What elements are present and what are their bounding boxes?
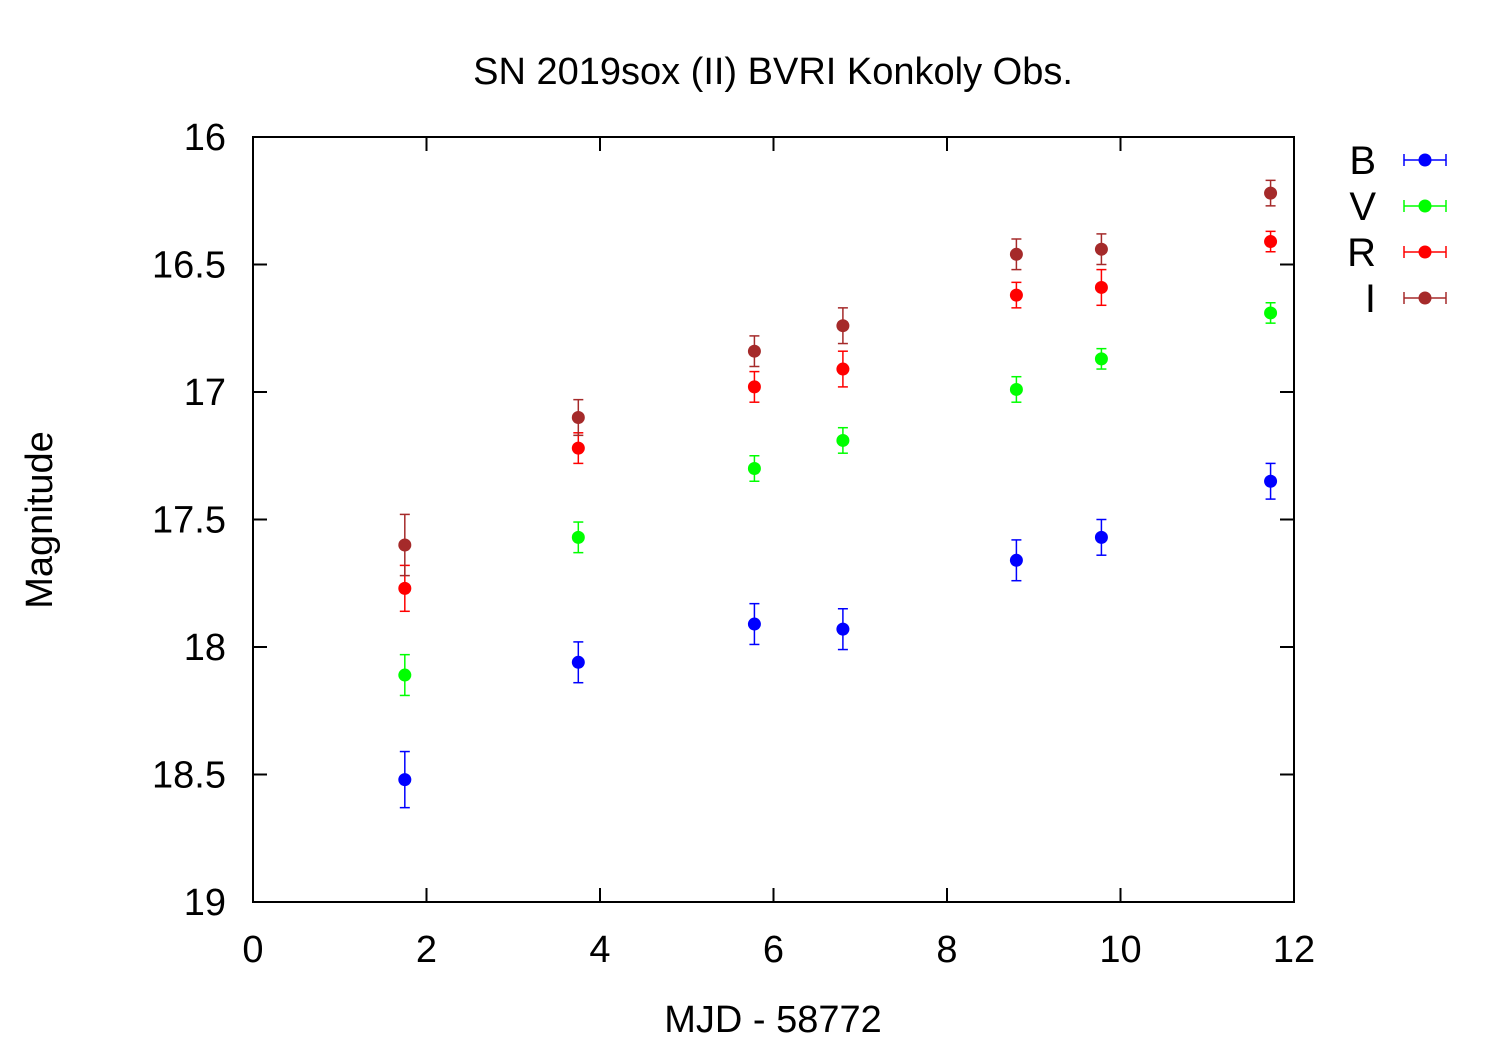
data-point (747, 462, 761, 475)
data-point (1094, 352, 1108, 366)
data-point (571, 655, 585, 669)
x-tick-label: 0 (242, 929, 263, 971)
x-tick-label: 6 (763, 929, 784, 971)
data-point (1009, 382, 1023, 396)
data-point (1264, 235, 1278, 249)
legend-label: R (1347, 231, 1376, 275)
data-point (836, 362, 850, 376)
data-point (398, 668, 412, 682)
x-tick-label: 8 (936, 929, 957, 971)
plot-axes: 0 2 4 6 8 10 12 16 16.5 17 17.5 18 18.5 19 (152, 117, 1315, 971)
legend-marker (1418, 153, 1432, 167)
data-point (836, 433, 850, 447)
y-tick-label: 17.5 (152, 500, 226, 542)
data-point (1264, 186, 1278, 200)
y-axis-label: Magnitude (19, 431, 61, 608)
data-point (747, 617, 761, 631)
series-R (398, 230, 1278, 613)
y-tick-label: 18.5 (152, 755, 226, 797)
data-point (1264, 306, 1278, 320)
data-point (1009, 288, 1023, 302)
data-point (571, 411, 585, 424)
data-point (1009, 553, 1023, 567)
y-tick-label: 16 (184, 117, 226, 159)
data-point (1094, 280, 1108, 294)
plot-frame (252, 136, 1295, 903)
data-point (571, 530, 585, 544)
data-point (1094, 530, 1108, 544)
y-tick-label: 18 (184, 627, 226, 669)
series-V (398, 302, 1278, 697)
legend-label: V (1349, 185, 1376, 229)
data-point (398, 581, 412, 595)
legend-marker (1418, 199, 1432, 213)
legend-label: B (1349, 139, 1376, 183)
legend: BVRI (1347, 139, 1447, 321)
y-tick-label: 16.5 (152, 245, 226, 287)
x-tick-label: 2 (416, 929, 437, 971)
legend-marker (1418, 291, 1432, 305)
legend-marker (1418, 245, 1432, 259)
x-tick-label: 4 (589, 929, 610, 971)
data-point (1009, 247, 1023, 261)
x-tick-label: 10 (1099, 929, 1141, 971)
series-B (398, 462, 1278, 809)
data-point (747, 380, 761, 394)
data-marks (398, 179, 1278, 809)
data-point (836, 319, 850, 333)
data-point (571, 441, 585, 455)
series-I (398, 179, 1278, 577)
data-point (747, 344, 761, 358)
legend-label: I (1365, 277, 1376, 321)
y-tick-label: 19 (184, 882, 226, 924)
y-tick-label: 17 (184, 372, 226, 414)
x-axis-label: MJD - 58772 (664, 999, 882, 1041)
data-point (398, 538, 412, 552)
data-point (398, 773, 412, 787)
x-tick-label: 12 (1273, 929, 1315, 971)
data-point (1094, 242, 1108, 256)
chart-title: SN 2019sox (II) BVRI Konkoly Obs. (473, 51, 1073, 93)
data-point (836, 622, 850, 636)
data-point (1264, 474, 1278, 488)
